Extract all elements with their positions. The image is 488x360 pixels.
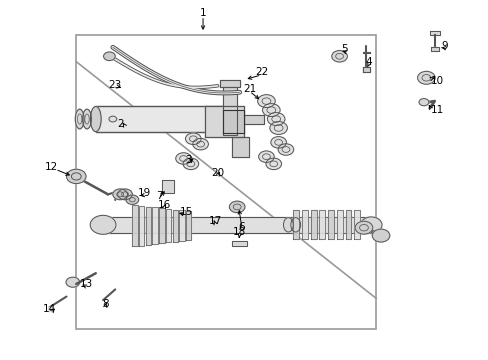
Circle shape — [185, 133, 201, 144]
Polygon shape — [205, 107, 244, 137]
Circle shape — [269, 122, 287, 134]
Text: 3: 3 — [185, 155, 191, 165]
Polygon shape — [220, 80, 239, 87]
Polygon shape — [244, 116, 264, 125]
Ellipse shape — [75, 109, 84, 129]
Text: 8: 8 — [102, 299, 109, 309]
Circle shape — [417, 71, 434, 84]
Text: 15: 15 — [179, 207, 192, 217]
Text: 12: 12 — [45, 162, 59, 172]
Polygon shape — [139, 206, 144, 246]
Circle shape — [66, 169, 86, 184]
Polygon shape — [302, 211, 307, 239]
Circle shape — [354, 221, 372, 234]
Text: 19: 19 — [138, 188, 151, 198]
Text: 23: 23 — [108, 80, 122, 90]
Circle shape — [192, 138, 208, 150]
Polygon shape — [336, 211, 342, 239]
Circle shape — [360, 217, 381, 233]
Polygon shape — [310, 211, 316, 239]
Circle shape — [262, 104, 280, 117]
Circle shape — [175, 153, 191, 164]
Circle shape — [278, 144, 293, 155]
Polygon shape — [161, 180, 173, 193]
Polygon shape — [48, 307, 53, 311]
Circle shape — [183, 158, 198, 170]
Ellipse shape — [283, 218, 293, 232]
Circle shape — [418, 99, 428, 106]
Polygon shape — [132, 205, 138, 246]
Polygon shape — [172, 210, 178, 242]
Circle shape — [257, 95, 275, 108]
Polygon shape — [353, 211, 359, 239]
Polygon shape — [232, 137, 249, 157]
Circle shape — [118, 189, 132, 200]
Circle shape — [229, 201, 244, 213]
Polygon shape — [293, 211, 299, 239]
Polygon shape — [429, 31, 439, 35]
Ellipse shape — [290, 218, 300, 232]
Text: 7: 7 — [156, 191, 162, 201]
Polygon shape — [327, 211, 333, 239]
Text: 22: 22 — [254, 67, 267, 77]
Ellipse shape — [82, 109, 91, 129]
Text: 11: 11 — [429, 105, 443, 115]
Polygon shape — [103, 217, 370, 233]
Ellipse shape — [90, 107, 101, 132]
Text: 1: 1 — [199, 8, 206, 18]
Text: 5: 5 — [341, 44, 347, 54]
Text: 13: 13 — [79, 279, 92, 289]
Circle shape — [265, 158, 281, 170]
Circle shape — [113, 189, 127, 200]
Polygon shape — [345, 211, 351, 239]
Text: 21: 21 — [242, 84, 256, 94]
Text: 10: 10 — [429, 76, 443, 86]
Circle shape — [103, 52, 115, 60]
Polygon shape — [145, 207, 151, 245]
Circle shape — [109, 116, 117, 122]
Text: 17: 17 — [208, 216, 222, 226]
Circle shape — [71, 173, 81, 180]
Polygon shape — [96, 107, 232, 132]
Circle shape — [258, 151, 274, 162]
Text: 14: 14 — [43, 304, 56, 314]
Text: 16: 16 — [157, 200, 170, 210]
Text: 6: 6 — [238, 222, 245, 231]
Polygon shape — [222, 110, 244, 134]
Text: 18: 18 — [232, 227, 246, 237]
Text: 9: 9 — [440, 41, 447, 50]
Polygon shape — [185, 211, 191, 240]
Polygon shape — [222, 87, 237, 135]
Polygon shape — [232, 241, 246, 246]
Circle shape — [371, 229, 389, 242]
Polygon shape — [152, 207, 158, 244]
Circle shape — [90, 215, 116, 234]
Polygon shape — [430, 47, 438, 51]
Circle shape — [270, 136, 286, 148]
Polygon shape — [363, 67, 369, 72]
Circle shape — [126, 195, 139, 204]
Polygon shape — [319, 211, 325, 239]
Polygon shape — [165, 209, 171, 242]
Text: 4: 4 — [365, 57, 371, 67]
Text: 20: 20 — [211, 168, 224, 178]
Text: 2: 2 — [117, 120, 123, 129]
Circle shape — [267, 113, 285, 126]
Circle shape — [66, 277, 80, 287]
Polygon shape — [179, 210, 184, 241]
Polygon shape — [159, 208, 164, 243]
Circle shape — [331, 50, 346, 62]
